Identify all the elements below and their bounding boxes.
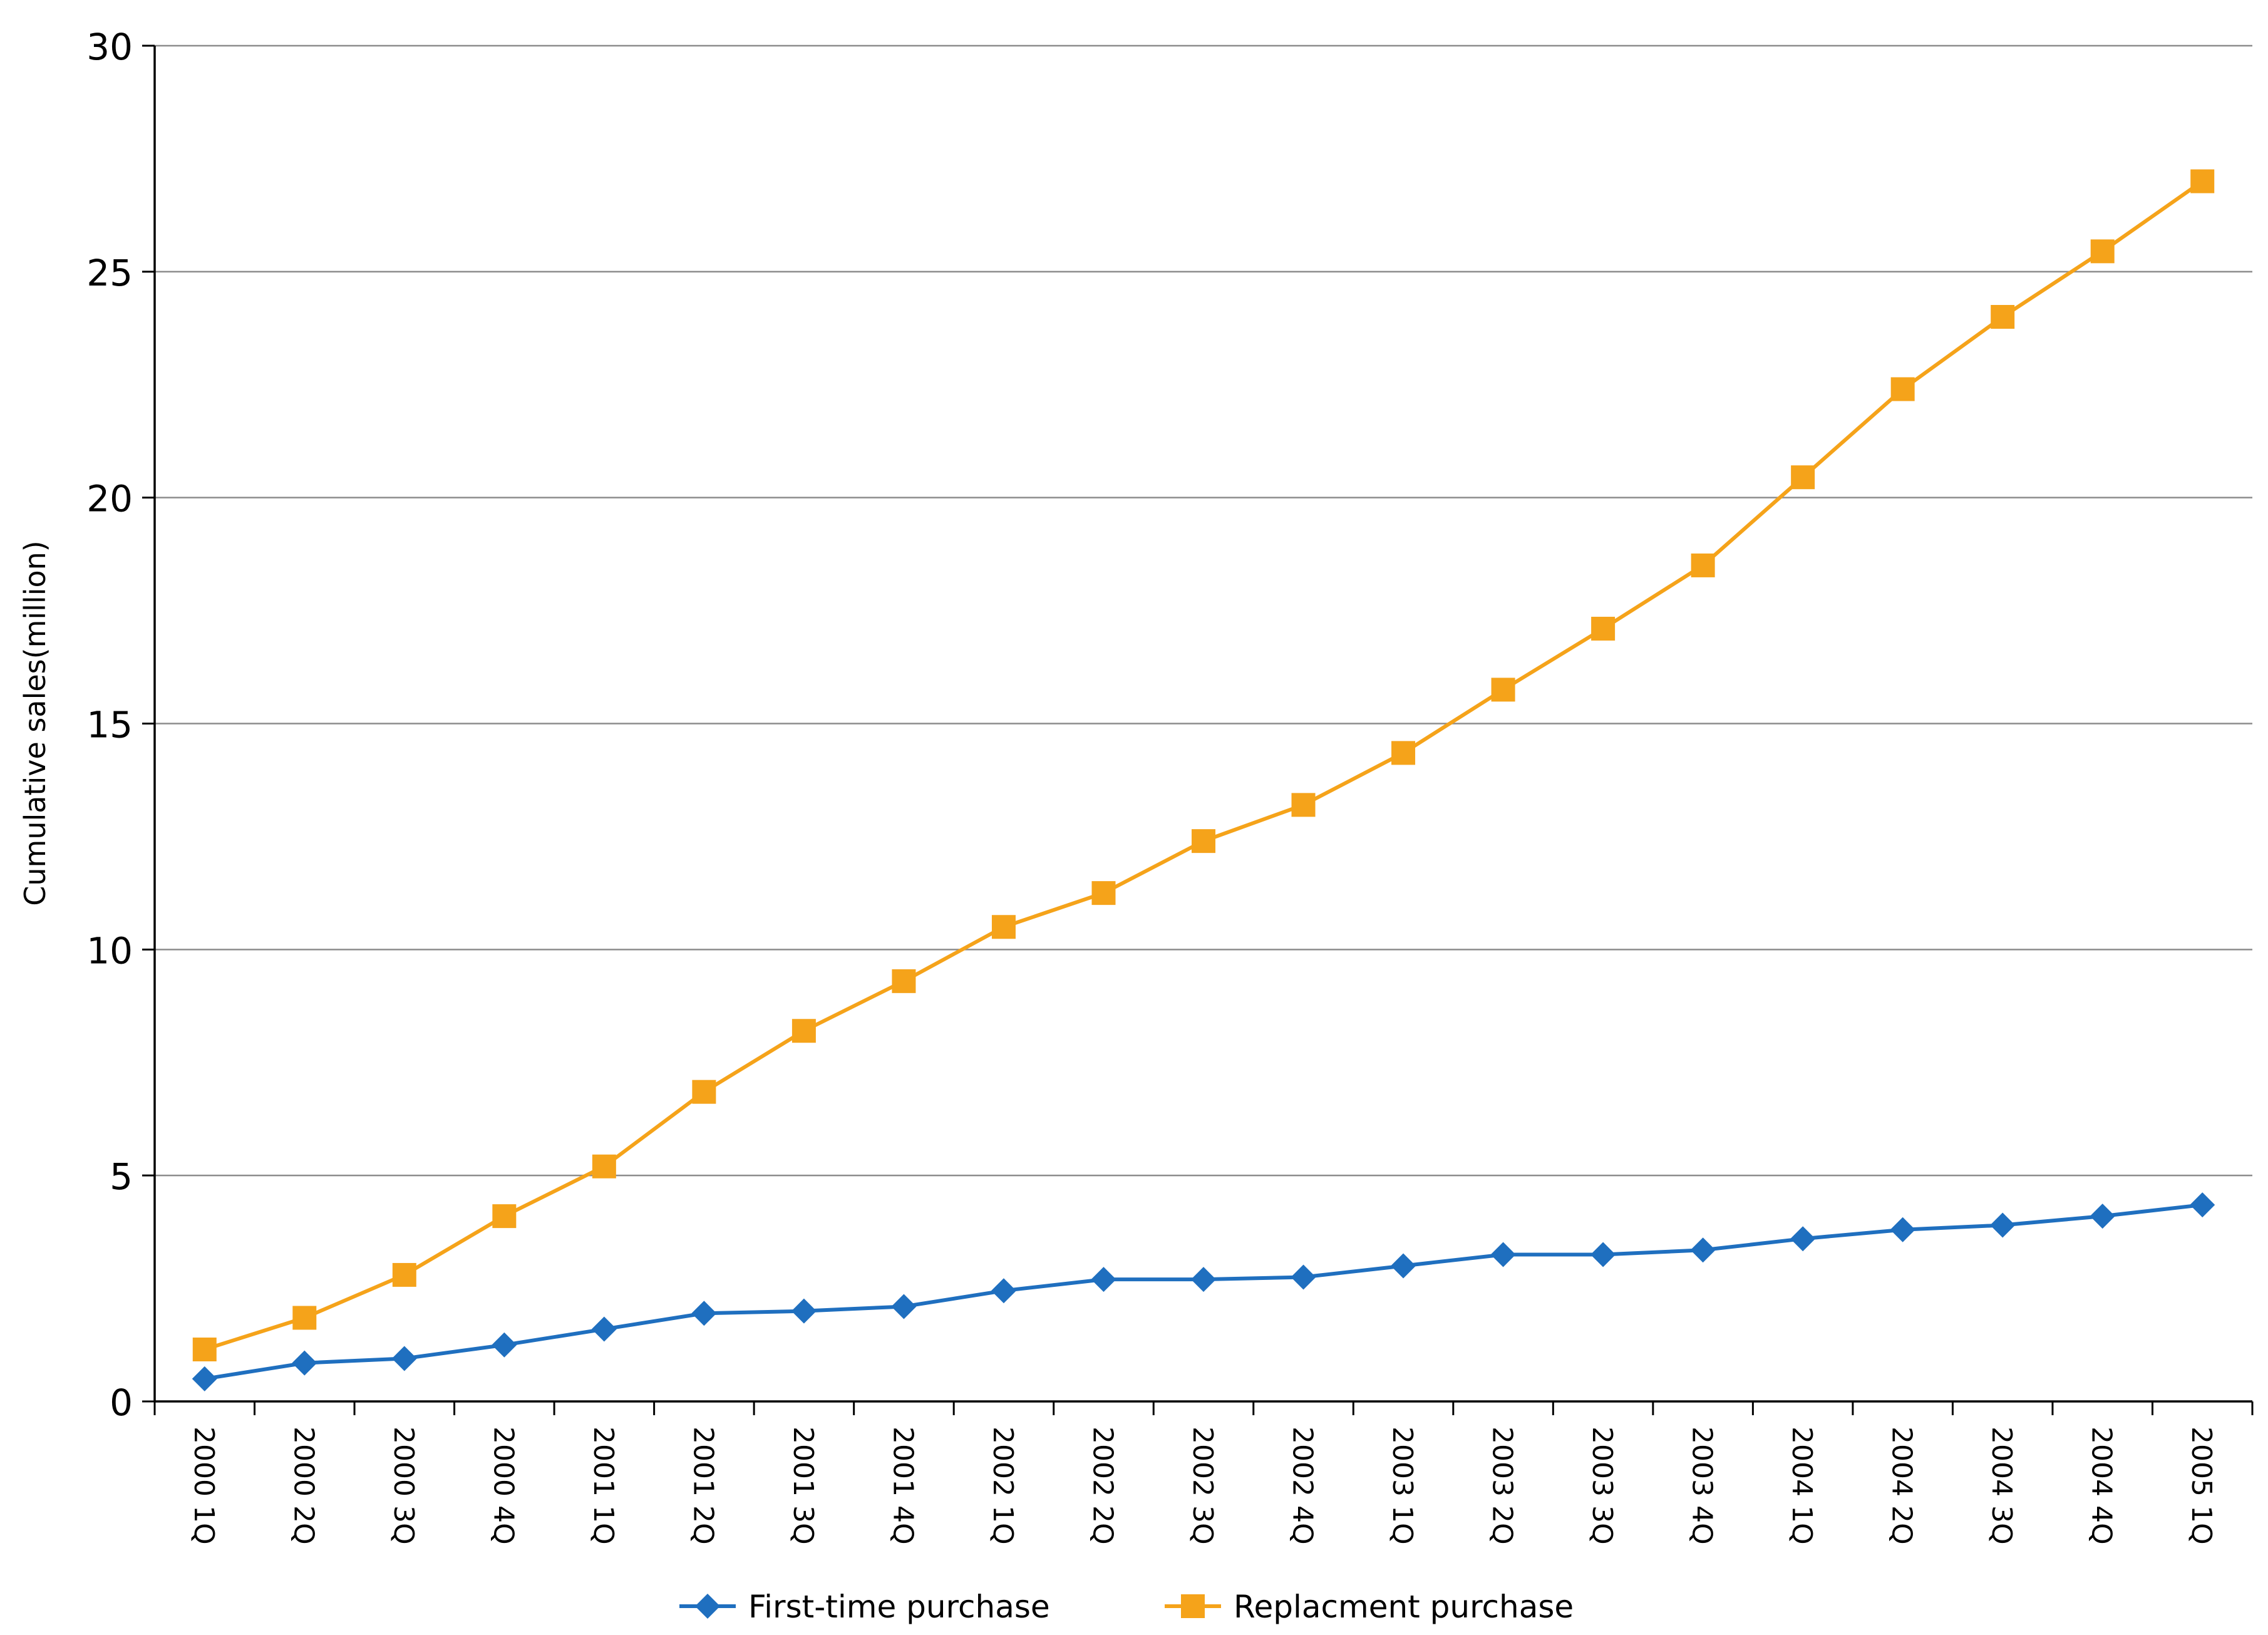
legend-marker bbox=[1181, 1594, 1205, 1618]
x-tick-label: 2000 1Q bbox=[188, 1426, 220, 1545]
axes bbox=[142, 44, 2254, 1415]
y-tick-label: 5 bbox=[110, 1155, 133, 1198]
data-point bbox=[2090, 1204, 2115, 1229]
data-point bbox=[791, 1298, 817, 1324]
data-point bbox=[1691, 553, 1715, 577]
y-axis-title: Cumulative sales(million) bbox=[18, 540, 52, 906]
data-point bbox=[1490, 1242, 1516, 1267]
data-point bbox=[1690, 1237, 1716, 1263]
data-point bbox=[2190, 169, 2215, 193]
legend-label: Replacment purchase bbox=[1234, 1589, 1574, 1625]
x-tick-label: 2001 2Q bbox=[687, 1426, 719, 1545]
data-point bbox=[292, 1306, 317, 1330]
data-point bbox=[2190, 1192, 2215, 1218]
data-point bbox=[1890, 1217, 1915, 1242]
data-point bbox=[1391, 1253, 1416, 1279]
data-point bbox=[1591, 616, 1616, 641]
data-point bbox=[1790, 1226, 1816, 1252]
data-point bbox=[391, 1346, 417, 1371]
data-point bbox=[892, 969, 916, 993]
legend-marker bbox=[695, 1594, 720, 1619]
data-point bbox=[2090, 239, 2115, 264]
data-point bbox=[1291, 1264, 1316, 1290]
data-point bbox=[791, 1019, 816, 1043]
data-point bbox=[591, 1316, 617, 1342]
data-point bbox=[1091, 881, 1116, 905]
x-tick-label: 2002 4Q bbox=[1287, 1426, 1319, 1545]
x-tick-label: 2001 4Q bbox=[887, 1426, 919, 1545]
y-tick-label: 15 bbox=[86, 704, 133, 746]
y-tick-labels: 0 5 10 15 20 25 30 bbox=[86, 26, 133, 1424]
data-point bbox=[1890, 377, 1915, 401]
data-point bbox=[1291, 793, 1316, 817]
data-point bbox=[1491, 678, 1515, 702]
x-tick-label: 2001 1Q bbox=[587, 1426, 619, 1545]
legend-label: First-time purchase bbox=[748, 1589, 1050, 1625]
y-tick-label: 10 bbox=[86, 929, 133, 972]
x-tick-labels: 2000 1Q 2000 2Q 2000 3Q 2000 4Q 2001 1Q 2001 … bbox=[188, 1426, 2217, 1545]
data-point bbox=[1791, 465, 1815, 490]
data-point bbox=[192, 1338, 217, 1362]
legend: First-time purchase Replacment purchase bbox=[679, 1589, 1574, 1625]
data-point bbox=[691, 1301, 717, 1326]
data-point bbox=[392, 1262, 416, 1287]
x-tick-label: 2002 1Q bbox=[987, 1426, 1019, 1545]
data-point bbox=[1191, 1267, 1216, 1292]
data-point bbox=[991, 1278, 1016, 1304]
data-point bbox=[1091, 1267, 1116, 1292]
data-point bbox=[192, 1366, 217, 1391]
data-point bbox=[492, 1204, 517, 1229]
y-tick-label: 25 bbox=[86, 252, 133, 294]
series-line-1 bbox=[204, 180, 2204, 1351]
x-tick-label: 2002 3Q bbox=[1187, 1426, 1219, 1545]
data-point bbox=[292, 1350, 317, 1376]
data-point bbox=[592, 1154, 616, 1179]
series bbox=[192, 169, 2215, 1391]
x-tick-label: 2003 4Q bbox=[1686, 1426, 1718, 1545]
x-tick-label: 2005 1Q bbox=[2185, 1426, 2217, 1545]
y-tick-label: 0 bbox=[110, 1381, 133, 1424]
data-point bbox=[1990, 1212, 2016, 1238]
data-point bbox=[1991, 305, 2015, 329]
x-tick-label: 2003 1Q bbox=[1386, 1426, 1418, 1545]
y-tick-label: 20 bbox=[86, 478, 133, 520]
y-tick-label: 30 bbox=[86, 26, 133, 68]
data-point bbox=[1391, 741, 1416, 765]
data-point bbox=[991, 915, 1016, 939]
x-tick-label: 2004 2Q bbox=[1886, 1426, 1918, 1545]
x-tick-label: 2001 3Q bbox=[787, 1426, 819, 1545]
x-tick-label: 2003 3Q bbox=[1586, 1426, 1618, 1545]
x-tick-label: 2003 2Q bbox=[1487, 1426, 1518, 1545]
x-tick-label: 2000 2Q bbox=[287, 1426, 319, 1545]
data-point bbox=[1192, 829, 1215, 854]
data-point bbox=[1590, 1242, 1616, 1267]
x-tick-label: 2000 4Q bbox=[487, 1426, 519, 1545]
x-tick-label: 2000 3Q bbox=[388, 1426, 420, 1545]
x-tick-label: 2004 3Q bbox=[1986, 1426, 2018, 1545]
data-point bbox=[692, 1080, 716, 1104]
x-tick-label: 2004 4Q bbox=[2086, 1426, 2118, 1545]
x-tick-label: 2002 2Q bbox=[1086, 1426, 1118, 1545]
data-point bbox=[492, 1332, 517, 1358]
x-tick-label: 2004 1Q bbox=[1786, 1426, 1818, 1545]
data-point bbox=[891, 1294, 917, 1319]
gridlines bbox=[155, 44, 2252, 1177]
